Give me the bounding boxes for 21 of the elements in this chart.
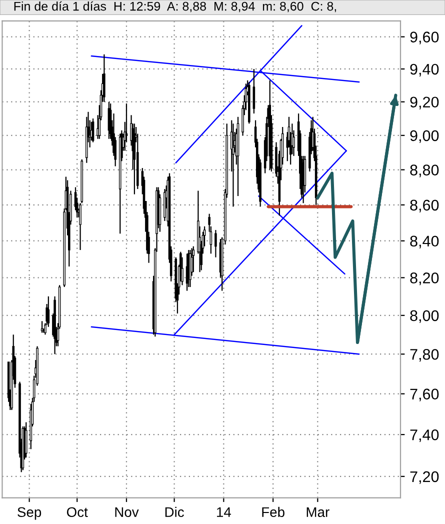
y-tick-label: 8,80	[410, 164, 439, 178]
y-tick-label: 7,60	[410, 388, 439, 402]
x-tick-label: Oct	[66, 507, 88, 518]
y-tick-label: 7,80	[410, 348, 439, 362]
x-tick-label: Dic	[165, 506, 184, 518]
y-tick-label: 9,20	[410, 96, 439, 110]
x-tick-label: Sep	[18, 507, 42, 520]
x-tick-label: Nov	[115, 507, 139, 518]
y-tick-label: 9,60	[410, 32, 439, 44]
y-tick-label: 8,40	[410, 236, 439, 248]
y-tick-label: 9,00	[410, 130, 439, 143]
y-tick-label: 9,40	[410, 64, 439, 76]
y-tick-label: 8,00	[410, 310, 439, 323]
y-tick-label: 7,40	[410, 429, 439, 442]
y-tick-label: 8,60	[410, 200, 439, 212]
x-tick-label: Feb	[262, 506, 284, 518]
y-tick-label: 8,20	[410, 272, 439, 286]
chart-title: Fin de día 1 días H: 12:59 A: 8,88 M: 8,94 m: 8,60 C: 8,	[14, 1, 336, 12]
y-tick-label: 7,20	[410, 471, 439, 484]
x-tick-label: 14	[217, 507, 231, 517]
x-tick-label: Mar	[306, 507, 330, 518]
